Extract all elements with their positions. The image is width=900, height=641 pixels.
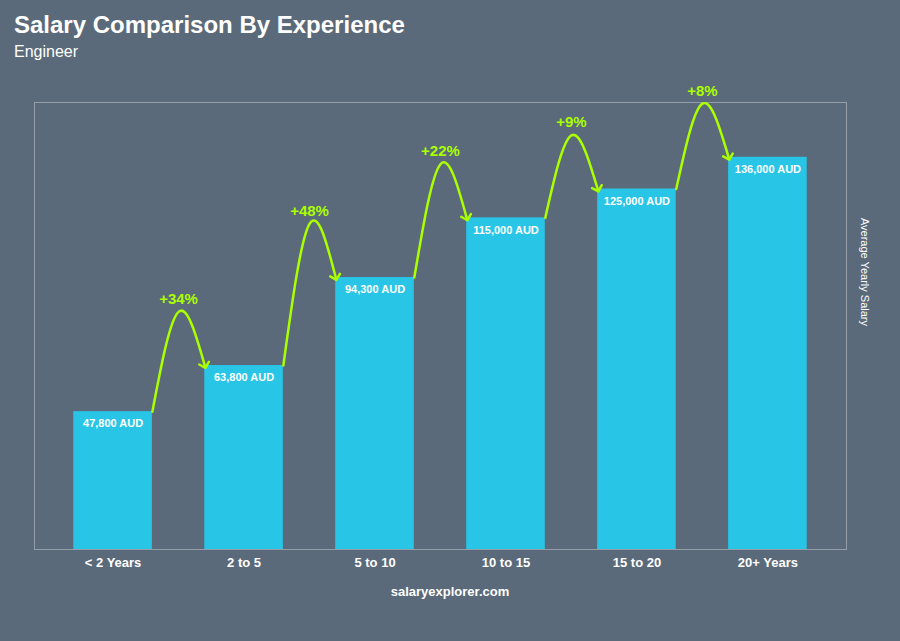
svg-text:+9%: +9% bbox=[556, 113, 586, 130]
svg-text:94,300 AUD: 94,300 AUD bbox=[345, 283, 405, 295]
svg-text:47,800 AUD: 47,800 AUD bbox=[83, 417, 143, 429]
svg-text:+48%: +48% bbox=[290, 202, 329, 219]
svg-text:+34%: +34% bbox=[159, 290, 198, 307]
svg-text:125,000 AUD: 125,000 AUD bbox=[604, 195, 670, 207]
svg-text:20+ Years: 20+ Years bbox=[738, 555, 798, 570]
html-text:Salary Comparison By Experienc: Salary Comparison By Experience bbox=[14, 11, 405, 38]
html-text:salaryexplorer.com: salaryexplorer.com bbox=[390, 584, 510, 599]
svg-text:115,000 AUD: 115,000 AUD bbox=[473, 224, 539, 236]
svg-text:< 2 Years: < 2 Years bbox=[85, 555, 142, 570]
svg-text:2 to 5: 2 to 5 bbox=[227, 555, 261, 570]
html-text:Engineer: Engineer bbox=[14, 43, 78, 60]
svg-text:5 to 10: 5 to 10 bbox=[354, 555, 395, 570]
svg-text:+22%: +22% bbox=[421, 142, 460, 159]
svg-text:+8%: +8% bbox=[687, 82, 717, 99]
svg-text:15 to 20: 15 to 20 bbox=[613, 555, 661, 570]
svg-text:63,800 AUD: 63,800 AUD bbox=[214, 371, 274, 383]
svg-text:Average Yearly Salary: Average Yearly Salary bbox=[859, 218, 871, 327]
svg-text:10 to 15: 10 to 15 bbox=[482, 555, 530, 570]
svg-text:136,000 AUD: 136,000 AUD bbox=[735, 163, 801, 175]
